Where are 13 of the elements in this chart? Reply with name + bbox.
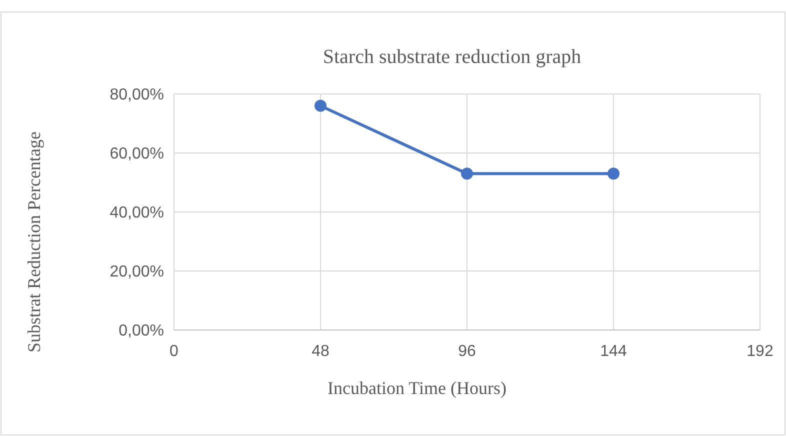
y-tick-label: 60,00% <box>110 146 164 163</box>
x-tick-label: 96 <box>458 343 476 360</box>
y-tick-label: 0,00% <box>118 322 164 340</box>
y-tick-label: 80,00% <box>110 86 164 104</box>
y-tick-label: 20,00% <box>110 264 164 281</box>
x-tick-label: 48 <box>312 343 330 360</box>
chart-title: Starch substrate reduction graph <box>322 46 582 68</box>
y-tick-label: 40,00% <box>110 204 164 222</box>
x-tick-label: 144 <box>600 343 627 360</box>
x-tick-label: 0 <box>170 343 179 360</box>
x-tick-label: 192 <box>746 343 774 360</box>
x-axis-title: Incubation Time (Hours) <box>328 378 506 398</box>
y-axis-title: Substrat Reduction Percentage <box>24 132 44 352</box>
